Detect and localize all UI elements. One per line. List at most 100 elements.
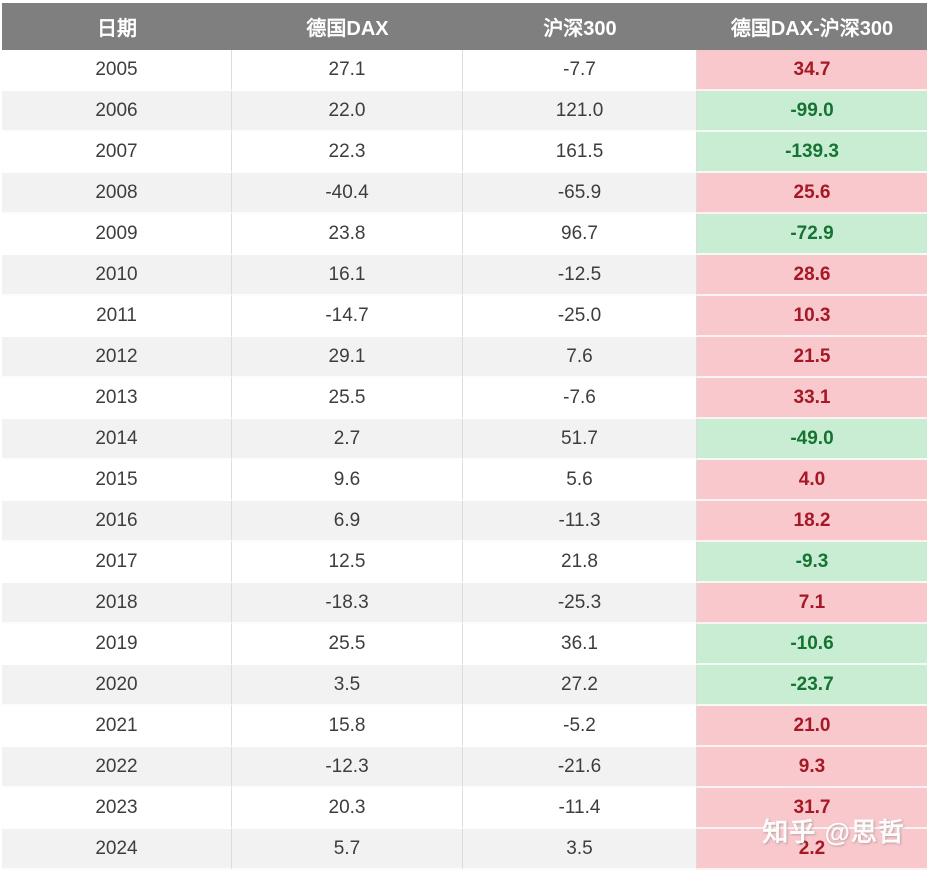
year-cell: 2015 [2,460,232,501]
table-row: 2010 16.1 -12.5 28.6 [2,255,927,296]
year-cell: 2016 [2,501,232,542]
csi300-cell: -65.9 [463,173,697,214]
table-row: 2005 27.1 -7.7 34.7 [2,50,927,91]
dax-cell: 6.9 [232,501,463,542]
table-row: 2020 3.5 27.2 -23.7 [2,665,927,706]
column-header-diff: 德国DAX-沪深300 [697,3,927,50]
diff-cell: 28.6 [697,255,927,296]
csi300-cell: -11.4 [463,788,697,829]
dax-cell: 5.7 [232,829,463,870]
year-cell: 2021 [2,706,232,747]
table-row: 2016 6.9 -11.3 18.2 [2,501,927,542]
column-header-csi300: 沪深300 [463,3,697,50]
csi300-cell: -5.2 [463,706,697,747]
year-cell: 2012 [2,337,232,378]
dax-cell: 27.1 [232,50,463,91]
year-cell: 2018 [2,583,232,624]
csi300-cell: -7.6 [463,378,697,419]
dax-cell: 2.7 [232,419,463,460]
table-row: 2009 23.8 96.7 -72.9 [2,214,927,255]
dax-cell: 22.0 [232,91,463,132]
diff-cell: 10.3 [697,296,927,337]
diff-cell: 21.5 [697,337,927,378]
diff-cell: 7.1 [697,583,927,624]
csi300-cell: 161.5 [463,132,697,173]
table-row: 2011 -14.7 -25.0 10.3 [2,296,927,337]
header-row: 日期 德国DAX 沪深300 德国DAX-沪深300 [2,3,927,50]
table-row: 2023 20.3 -11.4 31.7 [2,788,927,829]
table-row: 2015 9.6 5.6 4.0 [2,460,927,501]
dax-cell: 23.8 [232,214,463,255]
diff-cell: -10.6 [697,624,927,665]
table-body: 2005 27.1 -7.7 34.7 2006 22.0 121.0 -99.0 2007 22… [2,50,927,870]
csi300-cell: 121.0 [463,91,697,132]
diff-cell: 33.1 [697,378,927,419]
table-row: 2006 22.0 121.0 -99.0 [2,91,927,132]
diff-cell: -99.0 [697,91,927,132]
csi300-cell: 21.8 [463,542,697,583]
table-row: 2013 25.5 -7.6 33.1 [2,378,927,419]
year-cell: 2023 [2,788,232,829]
diff-cell: -49.0 [697,419,927,460]
csi300-cell: 5.6 [463,460,697,501]
diff-cell: 18.2 [697,501,927,542]
diff-cell: 31.7 [697,788,927,829]
diff-cell: 9.3 [697,747,927,788]
csi300-cell: 3.5 [463,829,697,870]
dax-vs-csi300-table: 日期 德国DAX 沪深300 德国DAX-沪深300 2005 27.1 -7.7 3… [2,3,927,870]
table-row: 2017 12.5 21.8 -9.3 [2,542,927,583]
dax-cell: 20.3 [232,788,463,829]
dax-cell: 16.1 [232,255,463,296]
table-row: 2022 -12.3 -21.6 9.3 [2,747,927,788]
year-cell: 2011 [2,296,232,337]
year-cell: 2020 [2,665,232,706]
diff-cell: 34.7 [697,50,927,91]
table-header: 日期 德国DAX 沪深300 德国DAX-沪深300 [2,3,927,50]
column-header-date: 日期 [2,3,232,50]
csi300-cell: -25.0 [463,296,697,337]
csi300-cell: 51.7 [463,419,697,460]
csi300-cell: -21.6 [463,747,697,788]
table-row: 2008 -40.4 -65.9 25.6 [2,173,927,214]
csi300-cell: 96.7 [463,214,697,255]
dax-cell: -14.7 [232,296,463,337]
table-row: 2014 2.7 51.7 -49.0 [2,419,927,460]
dax-cell: 15.8 [232,706,463,747]
table-row: 2019 25.5 36.1 -10.6 [2,624,927,665]
dax-cell: 3.5 [232,665,463,706]
diff-cell: -72.9 [697,214,927,255]
csi300-cell: 7.6 [463,337,697,378]
year-cell: 2014 [2,419,232,460]
table-row: 2021 15.8 -5.2 21.0 [2,706,927,747]
csi300-cell: 36.1 [463,624,697,665]
year-cell: 2010 [2,255,232,296]
diff-cell: -139.3 [697,132,927,173]
table-row: 2007 22.3 161.5 -139.3 [2,132,927,173]
year-cell: 2013 [2,378,232,419]
diff-cell: 21.0 [697,706,927,747]
year-cell: 2008 [2,173,232,214]
dax-cell: -18.3 [232,583,463,624]
dax-cell: 9.6 [232,460,463,501]
diff-cell: 4.0 [697,460,927,501]
dax-cell: 25.5 [232,624,463,665]
year-cell: 2019 [2,624,232,665]
year-cell: 2005 [2,50,232,91]
year-cell: 2024 [2,829,232,870]
table-row: 2018 -18.3 -25.3 7.1 [2,583,927,624]
csi300-cell: -11.3 [463,501,697,542]
dax-cell: 12.5 [232,542,463,583]
year-cell: 2006 [2,91,232,132]
csi300-cell: 27.2 [463,665,697,706]
table-row: 2012 29.1 7.6 21.5 [2,337,927,378]
csi300-cell: -7.7 [463,50,697,91]
dax-cell: -12.3 [232,747,463,788]
csi300-cell: -12.5 [463,255,697,296]
year-cell: 2007 [2,132,232,173]
diff-cell: -9.3 [697,542,927,583]
table-row: 2024 5.7 3.5 2.2 [2,829,927,870]
diff-cell: 2.2 [697,829,927,870]
dax-cell: 25.5 [232,378,463,419]
diff-cell: -23.7 [697,665,927,706]
